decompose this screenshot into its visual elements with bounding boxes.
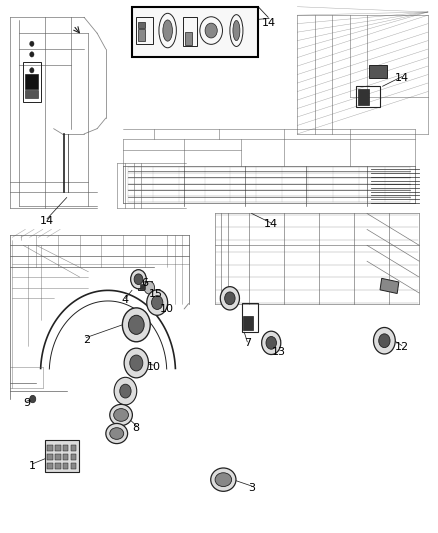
Bar bbox=[185, 31, 191, 45]
Bar bbox=[47, 454, 53, 460]
Circle shape bbox=[30, 52, 34, 57]
Circle shape bbox=[131, 270, 146, 289]
Bar bbox=[71, 454, 76, 460]
Bar bbox=[138, 281, 152, 290]
Bar bbox=[369, 65, 387, 78]
Bar bbox=[47, 445, 53, 451]
Circle shape bbox=[220, 287, 240, 310]
Ellipse shape bbox=[233, 20, 240, 41]
Bar bbox=[138, 29, 145, 41]
Circle shape bbox=[30, 395, 36, 403]
Circle shape bbox=[144, 281, 155, 294]
Text: 2: 2 bbox=[83, 335, 90, 345]
Ellipse shape bbox=[114, 409, 128, 421]
Bar bbox=[55, 445, 60, 451]
Bar bbox=[25, 74, 38, 89]
Text: 3: 3 bbox=[248, 483, 255, 493]
Bar bbox=[132, 7, 258, 57]
Circle shape bbox=[30, 41, 34, 46]
Text: 10: 10 bbox=[160, 304, 174, 314]
Ellipse shape bbox=[163, 20, 173, 41]
Bar bbox=[25, 91, 38, 98]
Bar bbox=[47, 463, 53, 469]
Text: 15: 15 bbox=[149, 289, 163, 299]
Circle shape bbox=[379, 334, 390, 348]
Circle shape bbox=[225, 292, 235, 305]
Bar bbox=[242, 303, 258, 332]
Bar bbox=[23, 62, 41, 102]
Circle shape bbox=[152, 296, 163, 310]
Text: 14: 14 bbox=[264, 219, 278, 229]
Ellipse shape bbox=[215, 473, 232, 487]
Bar bbox=[63, 445, 68, 451]
Text: 14: 14 bbox=[262, 18, 276, 28]
Ellipse shape bbox=[211, 468, 236, 491]
Bar bbox=[244, 317, 253, 330]
Text: 1: 1 bbox=[29, 461, 36, 471]
Bar bbox=[45, 440, 79, 472]
Circle shape bbox=[124, 348, 148, 378]
Circle shape bbox=[261, 331, 281, 354]
Bar bbox=[71, 445, 76, 451]
Bar bbox=[356, 86, 380, 108]
Circle shape bbox=[122, 308, 150, 342]
Circle shape bbox=[266, 336, 276, 349]
Text: 12: 12 bbox=[395, 342, 409, 352]
Text: 14: 14 bbox=[395, 73, 409, 83]
Circle shape bbox=[134, 274, 143, 285]
Circle shape bbox=[147, 290, 168, 316]
Bar bbox=[138, 21, 145, 28]
Bar bbox=[55, 454, 60, 460]
Bar bbox=[136, 17, 153, 44]
Circle shape bbox=[120, 384, 131, 398]
Bar bbox=[71, 463, 76, 469]
Bar bbox=[63, 463, 68, 469]
Circle shape bbox=[114, 377, 137, 405]
Text: 13: 13 bbox=[272, 348, 286, 358]
Text: 10: 10 bbox=[147, 362, 161, 372]
Circle shape bbox=[30, 68, 34, 73]
Circle shape bbox=[128, 316, 144, 334]
Bar bbox=[184, 17, 197, 46]
Text: 14: 14 bbox=[40, 216, 54, 227]
Bar bbox=[380, 278, 399, 294]
Ellipse shape bbox=[110, 405, 132, 425]
Bar bbox=[140, 284, 145, 289]
Text: 6: 6 bbox=[141, 278, 148, 288]
Text: 9: 9 bbox=[23, 398, 30, 408]
Circle shape bbox=[205, 23, 217, 38]
Text: 8: 8 bbox=[133, 423, 140, 433]
Bar bbox=[358, 89, 369, 105]
Text: 4: 4 bbox=[122, 295, 129, 305]
Bar bbox=[63, 454, 68, 460]
Ellipse shape bbox=[110, 427, 124, 439]
Bar bbox=[55, 463, 60, 469]
Ellipse shape bbox=[106, 423, 127, 443]
Circle shape bbox=[130, 355, 143, 371]
Text: 7: 7 bbox=[244, 338, 251, 348]
Circle shape bbox=[374, 327, 395, 354]
